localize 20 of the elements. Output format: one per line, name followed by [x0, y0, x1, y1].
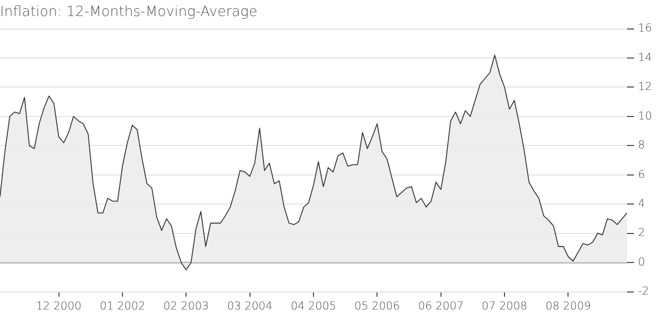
x-tick-label: 07 2008 — [482, 299, 528, 312]
x-tick-label: 03 2004 — [227, 299, 273, 312]
y-tick-label: -2 — [638, 284, 649, 298]
chart-title: Inflation: 12-Months-Moving-Average — [0, 4, 258, 20]
y-tick-label: 16 — [638, 22, 652, 35]
x-tick-label: 12 2000 — [36, 299, 82, 312]
y-tick-label: 0 — [638, 255, 646, 268]
x-tick-label: 04 2005 — [290, 299, 336, 312]
y-tick-label: 12 — [638, 80, 652, 94]
x-tick-label: 02 2003 — [163, 299, 209, 312]
y-tick-label: 8 — [638, 138, 646, 152]
y-tick-label: 6 — [638, 168, 646, 181]
x-tick-label: 01 2002 — [100, 299, 146, 312]
y-tick-label: 10 — [638, 109, 652, 122]
y-tick-label: 2 — [638, 226, 646, 240]
y-tick-label: 4 — [638, 196, 646, 210]
x-tick-label: 05 2006 — [354, 299, 400, 312]
y-tick-label: 14 — [638, 50, 652, 64]
x-tick-label: 06 2007 — [418, 299, 464, 312]
x-tick-label: 08 2009 — [545, 299, 591, 312]
